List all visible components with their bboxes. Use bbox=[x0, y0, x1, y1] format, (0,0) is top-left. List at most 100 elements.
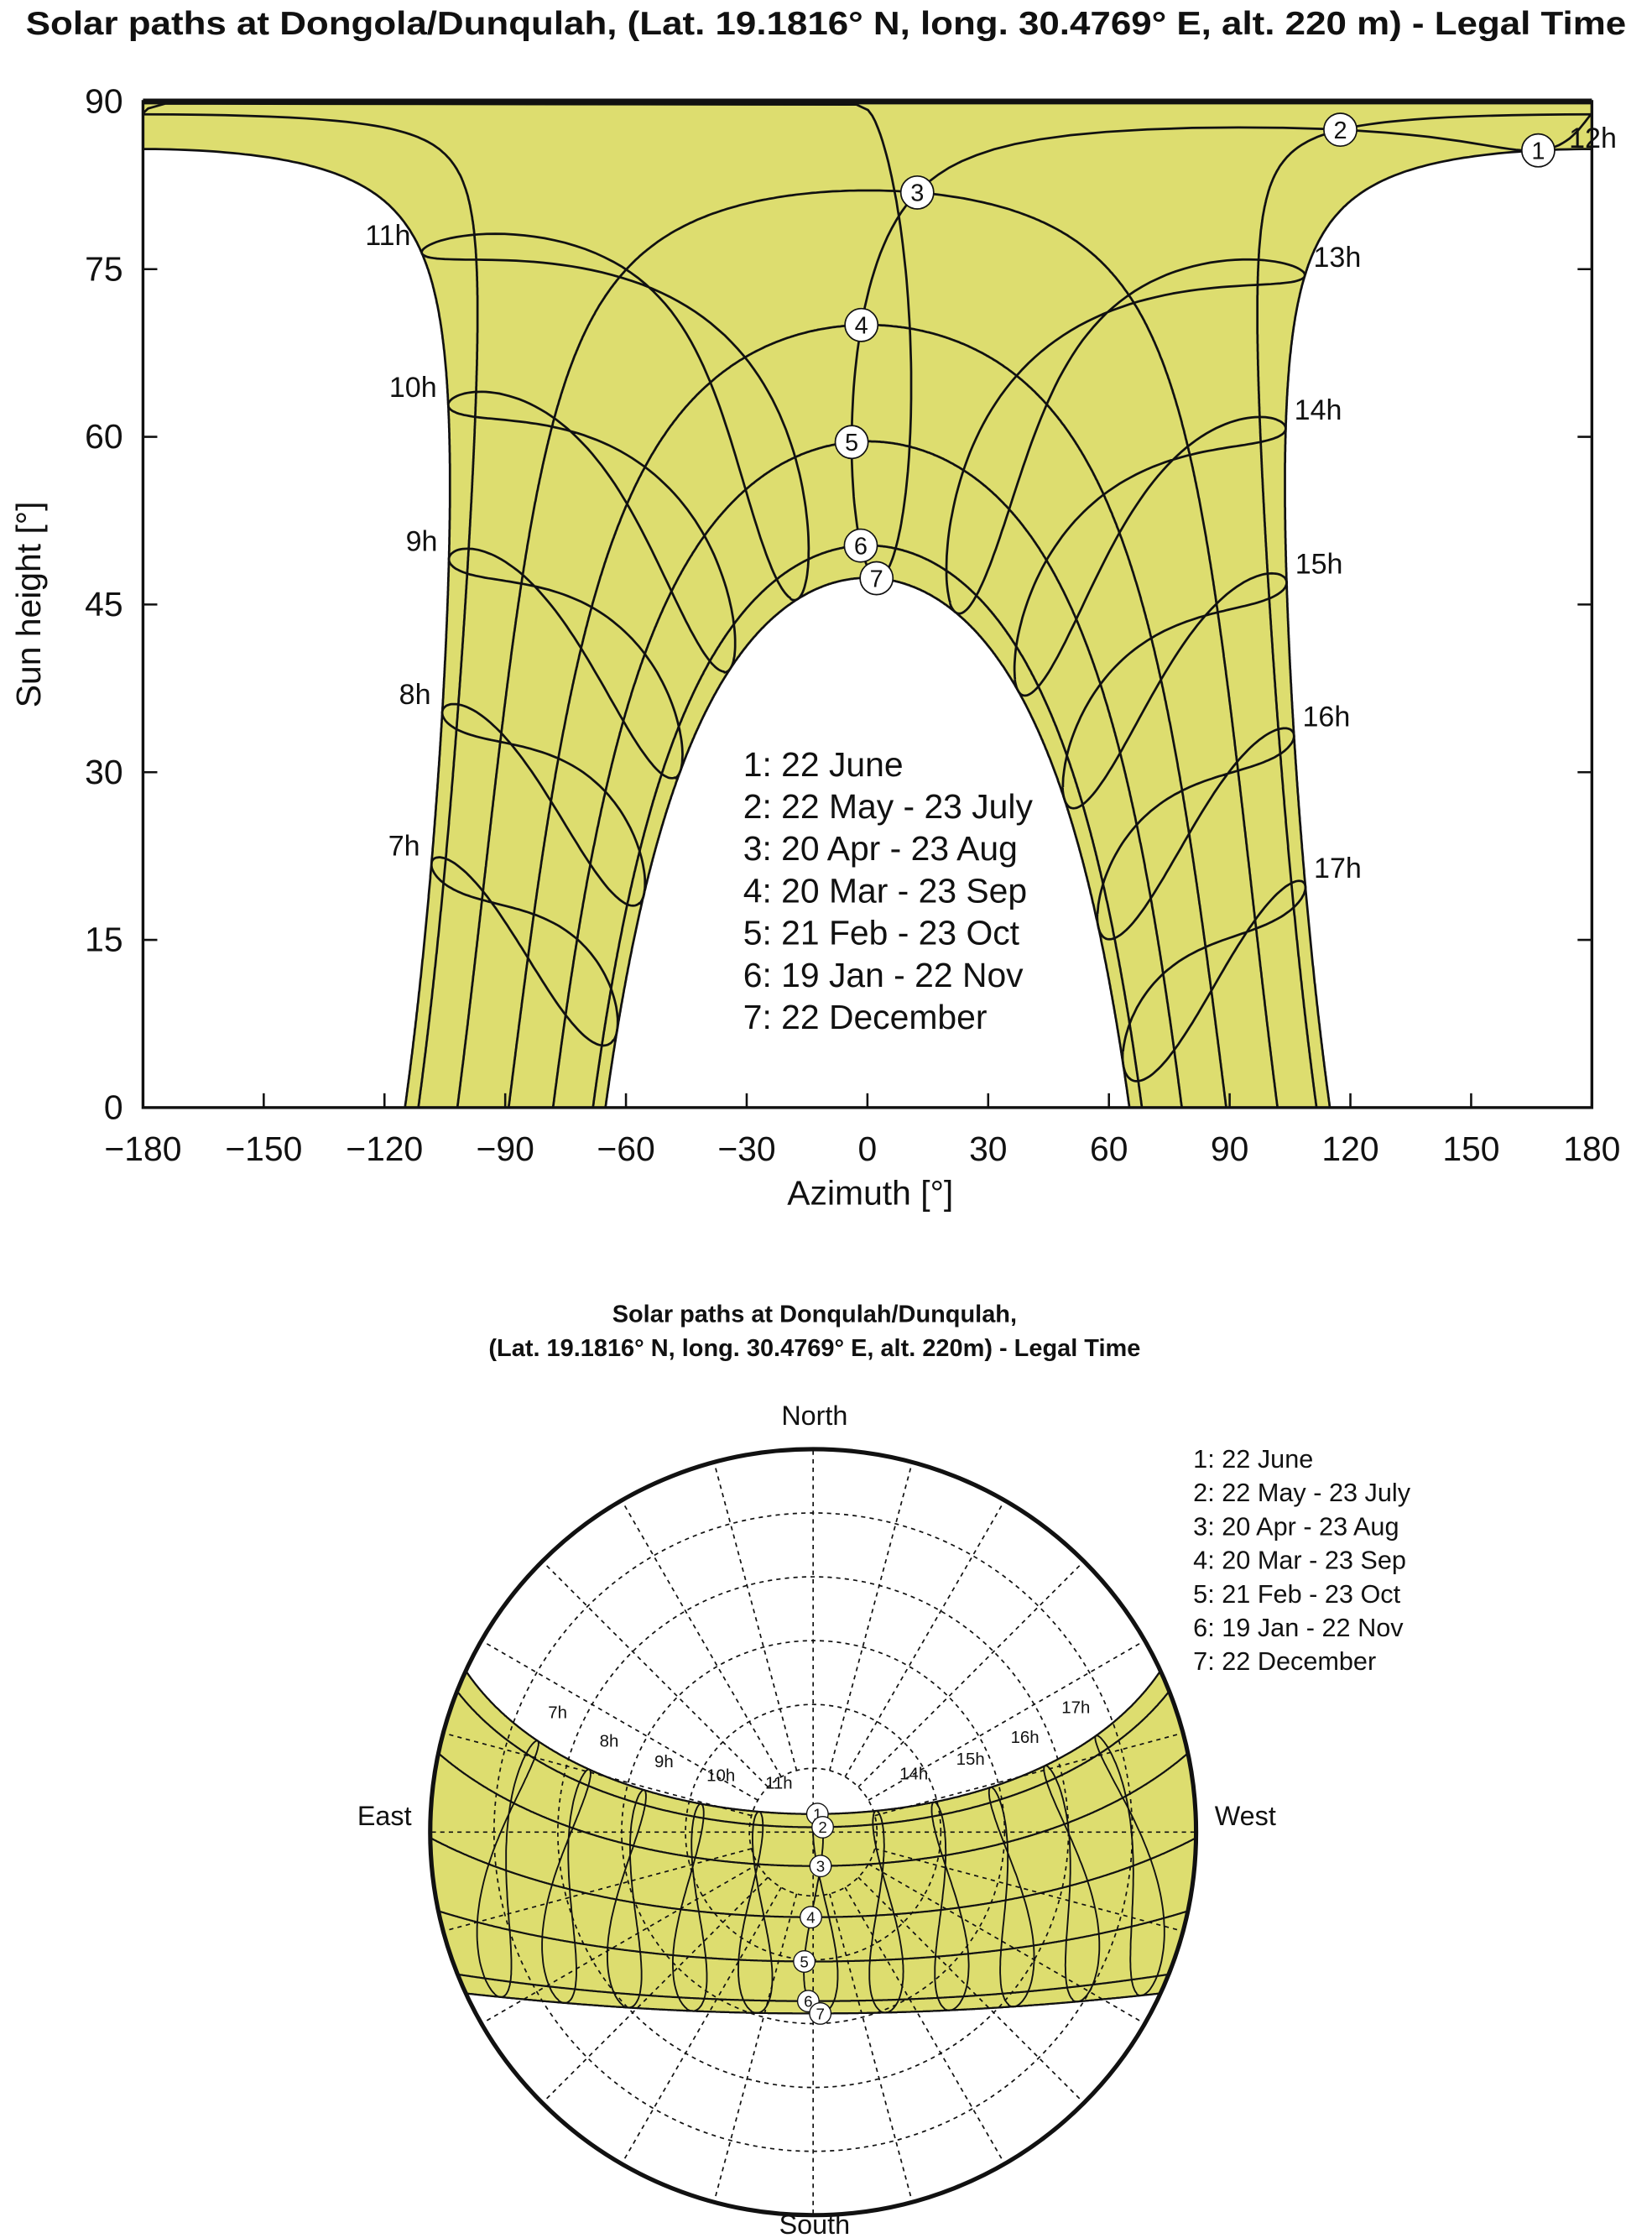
hour-label-13h: 13h bbox=[1313, 242, 1361, 274]
polar-legend-entry-4: 4: 20 Mar - 23 Sep bbox=[1193, 1547, 1406, 1575]
x-axis-label: Azimuth [°] bbox=[787, 1174, 953, 1213]
x-tick-label: 0 bbox=[858, 1129, 878, 1168]
y-tick-label: 90 bbox=[85, 82, 122, 121]
polar-hour-label-11h: 11h bbox=[765, 1775, 793, 1793]
hour-label-10h: 10h bbox=[389, 372, 437, 404]
polar-legend-entry-1: 1: 22 June bbox=[1193, 1445, 1313, 1474]
polar-legend-entry-5: 5: 21 Feb - 23 Oct bbox=[1193, 1580, 1400, 1609]
date-path-2 bbox=[1256, 112, 1592, 1109]
polar-title-line1: Solar paths at Donqulah/Dunqulah, bbox=[612, 1301, 1017, 1328]
legend-entry-5: 5: 21 Feb - 23 Oct bbox=[743, 914, 1020, 952]
date-marker-label: 3 bbox=[910, 180, 924, 207]
polar-date-marker-4 bbox=[800, 1906, 822, 1929]
y-tick-label: 75 bbox=[85, 249, 122, 288]
hour-label-14h: 14h bbox=[1295, 394, 1342, 426]
polar-hour-line-8h bbox=[541, 1768, 591, 2004]
azimuth-gridline bbox=[621, 1886, 782, 2165]
date-path-2 bbox=[143, 112, 479, 1108]
x-tick-label: 60 bbox=[1090, 1129, 1128, 1168]
direction-south: South bbox=[779, 2209, 851, 2238]
x-tick-label: −90 bbox=[477, 1129, 534, 1168]
azimuth-gridline bbox=[857, 1560, 1085, 1788]
hour-line-11h bbox=[420, 232, 810, 602]
chart-title: Solar paths at Dongola/Dunqulah, (Lat. 1… bbox=[26, 6, 1626, 42]
y-tick-label: 60 bbox=[85, 417, 122, 456]
polar-date-marker-label: 4 bbox=[806, 1909, 815, 1927]
x-tick-label: 30 bbox=[969, 1129, 1007, 1168]
polar-hour-line-15h bbox=[988, 1786, 1035, 2008]
polar-hour-label-16h: 16h bbox=[1011, 1729, 1040, 1747]
horizon-circle bbox=[428, 1447, 1199, 2218]
polar-date-marker-label: 7 bbox=[816, 2005, 824, 2022]
polar-hour-line-11h bbox=[737, 1811, 774, 2014]
date-marker-7 bbox=[859, 561, 894, 596]
hour-line-17h bbox=[1121, 879, 1307, 1082]
legend-entry-2: 2: 22 May - 23 July bbox=[743, 787, 1034, 826]
polar-hour-line-7h bbox=[476, 1740, 539, 1998]
date-path-1 bbox=[1284, 148, 1592, 1109]
date-marker-label: 4 bbox=[855, 313, 868, 340]
legend-entry-3: 3: 20 Apr - 23 Aug bbox=[743, 829, 1018, 868]
polar-legend-entry-7: 7: 22 December bbox=[1193, 1647, 1376, 1676]
date-path-3 bbox=[456, 189, 1279, 1109]
x-tick-label: −150 bbox=[225, 1129, 302, 1168]
y-tick-label: 0 bbox=[104, 1088, 123, 1127]
azimuth-gridline bbox=[621, 1500, 782, 1777]
polar-hour-line-9h bbox=[606, 1789, 647, 2009]
legend-entry-4: 4: 20 Mar - 23 Sep bbox=[743, 871, 1027, 910]
polar-date-marker-2 bbox=[811, 1815, 835, 1839]
polar-hour-label-10h: 10h bbox=[706, 1766, 735, 1785]
hour-label-7h: 7h bbox=[388, 831, 420, 863]
legend-entry-7: 7: 22 December bbox=[743, 998, 988, 1036]
date-marker-label: 2 bbox=[1333, 117, 1347, 144]
hour-line-15h bbox=[1061, 571, 1288, 810]
direction-west: West bbox=[1215, 1801, 1276, 1831]
azimuth-gridline bbox=[443, 1848, 752, 1933]
date-path-1 bbox=[143, 148, 451, 1109]
hour-line-9h bbox=[447, 547, 684, 780]
polar-hour-line-10h bbox=[671, 1802, 708, 2012]
polar-date-marker-label: 1 bbox=[813, 1806, 821, 1823]
polar-hour-label-9h: 9h bbox=[654, 1753, 674, 1771]
x-tick-label: 150 bbox=[1442, 1129, 1499, 1168]
hour-line-7h bbox=[430, 856, 619, 1047]
polar-hour-label-15h: 15h bbox=[956, 1750, 985, 1769]
azimuth-gridline bbox=[844, 1886, 1006, 2165]
hour-label-17h: 17h bbox=[1314, 853, 1362, 884]
polar-hour-line-13h bbox=[868, 1810, 904, 2014]
legend-entry-1: 1: 22 June bbox=[743, 745, 904, 784]
polar-chart: 7h 8h 9h 10h 11h 14h 15h 16h 17h 12 3 4 5 67 1: 22 Jun… bbox=[428, 1445, 1411, 2218]
y-tick-label: 45 bbox=[85, 585, 122, 623]
y-tick-label: 15 bbox=[85, 921, 122, 959]
legend-entry-6: 6: 19 Jan - 22 Nov bbox=[743, 956, 1024, 994]
azimuth-gridline bbox=[868, 1640, 1145, 1802]
azimuth-gridline bbox=[713, 1893, 798, 2203]
x-tick-label: −120 bbox=[346, 1129, 423, 1168]
polar-hour-line-17h bbox=[1094, 1735, 1165, 1996]
polar-date-marker-label: 2 bbox=[818, 1818, 826, 1836]
y-tick-label: 30 bbox=[85, 753, 122, 791]
hour-line-10h bbox=[446, 390, 737, 674]
x-tick-label: −180 bbox=[104, 1129, 181, 1168]
hour-line-14h bbox=[1013, 415, 1287, 697]
polar-date-marker-5 bbox=[793, 1950, 816, 1973]
azimuth-gridline bbox=[713, 1462, 798, 1771]
date-marker-5 bbox=[834, 425, 869, 460]
polar-date-marker-3 bbox=[809, 1855, 832, 1878]
polar-date-marker-7 bbox=[809, 2001, 832, 2025]
x-tick-label: 120 bbox=[1321, 1129, 1378, 1168]
polar-hour-label-14h: 14h bbox=[899, 1765, 928, 1783]
x-tick-label: −60 bbox=[597, 1129, 654, 1168]
x-tick-label: 90 bbox=[1211, 1129, 1248, 1168]
polar-date-marker-label: 6 bbox=[804, 1993, 812, 2011]
polar-hour-line-14h bbox=[930, 1801, 970, 2011]
polar-hour-label-7h: 7h bbox=[548, 1703, 567, 1722]
y-axis-label: Sun height [°] bbox=[9, 502, 48, 708]
hour-label-11h: 11h bbox=[365, 220, 410, 252]
azimuth-gridline bbox=[844, 1500, 1006, 1777]
polar-date-marker-label: 3 bbox=[816, 1857, 825, 1875]
hour-label-9h: 9h bbox=[406, 525, 438, 557]
date-marker-label: 7 bbox=[870, 566, 883, 592]
x-tick-label: −30 bbox=[717, 1129, 775, 1168]
